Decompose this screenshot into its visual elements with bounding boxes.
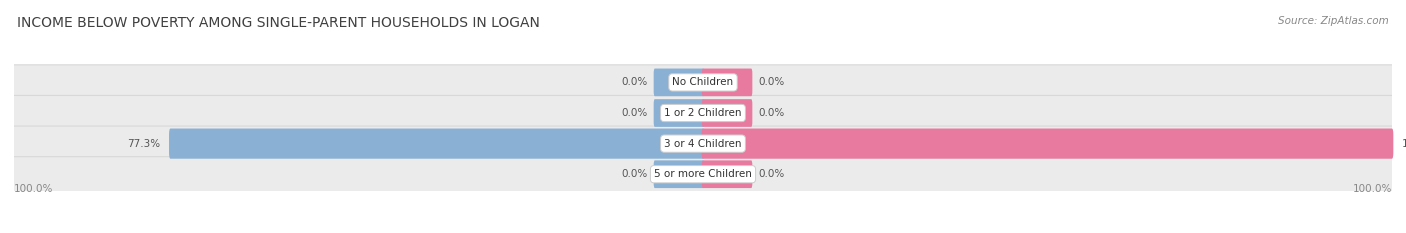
FancyBboxPatch shape bbox=[654, 99, 704, 127]
Text: 77.3%: 77.3% bbox=[127, 139, 160, 149]
FancyBboxPatch shape bbox=[13, 65, 1393, 100]
Text: 100.0%: 100.0% bbox=[1353, 184, 1392, 194]
FancyBboxPatch shape bbox=[13, 157, 1393, 192]
FancyBboxPatch shape bbox=[702, 99, 752, 127]
Text: 100.0%: 100.0% bbox=[1402, 139, 1406, 149]
Text: 3 or 4 Children: 3 or 4 Children bbox=[664, 139, 742, 149]
Text: 100.0%: 100.0% bbox=[14, 184, 53, 194]
Text: 5 or more Children: 5 or more Children bbox=[654, 169, 752, 179]
FancyBboxPatch shape bbox=[702, 129, 1393, 159]
Text: INCOME BELOW POVERTY AMONG SINGLE-PARENT HOUSEHOLDS IN LOGAN: INCOME BELOW POVERTY AMONG SINGLE-PARENT… bbox=[17, 16, 540, 30]
FancyBboxPatch shape bbox=[654, 69, 704, 96]
FancyBboxPatch shape bbox=[13, 96, 1393, 130]
Text: Source: ZipAtlas.com: Source: ZipAtlas.com bbox=[1278, 16, 1389, 26]
Text: 0.0%: 0.0% bbox=[621, 77, 648, 87]
Text: 0.0%: 0.0% bbox=[758, 108, 785, 118]
FancyBboxPatch shape bbox=[702, 160, 752, 188]
FancyBboxPatch shape bbox=[702, 69, 752, 96]
Text: 0.0%: 0.0% bbox=[758, 169, 785, 179]
Text: 1 or 2 Children: 1 or 2 Children bbox=[664, 108, 742, 118]
Text: 0.0%: 0.0% bbox=[758, 77, 785, 87]
Text: 0.0%: 0.0% bbox=[621, 169, 648, 179]
Text: No Children: No Children bbox=[672, 77, 734, 87]
FancyBboxPatch shape bbox=[13, 126, 1393, 161]
FancyBboxPatch shape bbox=[654, 160, 704, 188]
Text: 0.0%: 0.0% bbox=[621, 108, 648, 118]
FancyBboxPatch shape bbox=[169, 129, 704, 159]
